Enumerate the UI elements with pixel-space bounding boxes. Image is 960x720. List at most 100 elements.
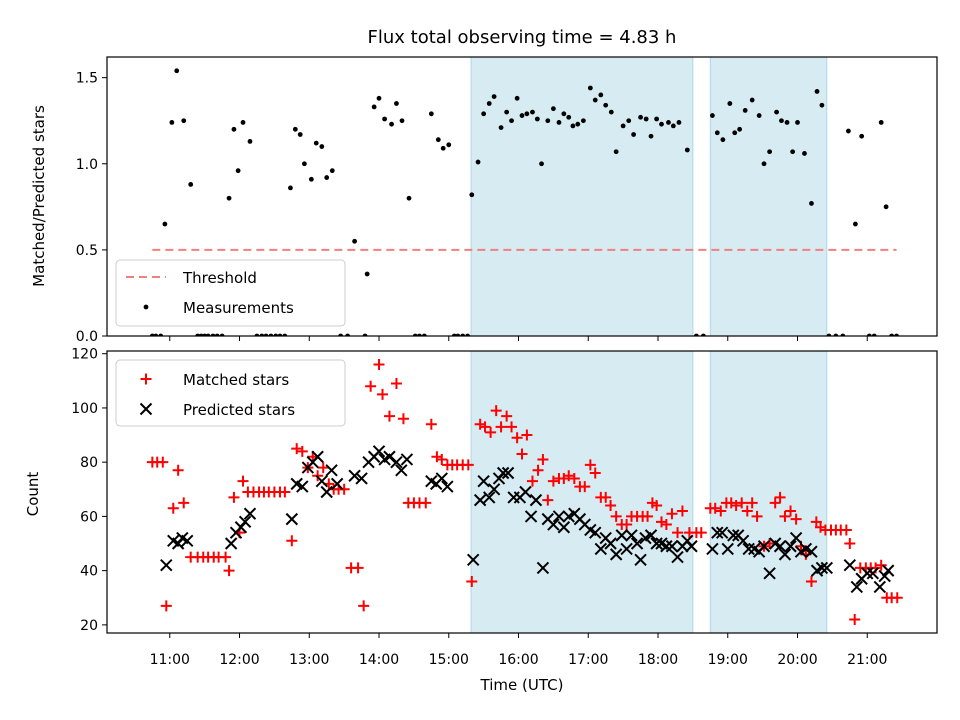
bottom-axes-frame [106, 350, 938, 634]
x-tick-label: 13:00 [289, 652, 329, 668]
top-y-axis-label: Matched/Predicted stars [30, 105, 48, 287]
matched-star-point [397, 413, 409, 425]
measurement-point [352, 238, 358, 244]
matched-star-point [532, 464, 544, 476]
x-tick-label: 16:00 [498, 652, 538, 668]
matched-star-point [511, 432, 523, 444]
measurement-point [587, 85, 593, 91]
predicted-star-point [355, 472, 368, 485]
legend-measurements-label: Measurements [183, 299, 294, 317]
matched-star-point [600, 491, 612, 503]
predicted-star-point [820, 561, 834, 575]
x-tick-label: 15:00 [429, 652, 469, 668]
measurement-point [714, 130, 720, 136]
measurement-point [648, 133, 654, 139]
bottom-observing-window-2 [709, 350, 828, 634]
top-y-tick-label: 0.5 [76, 243, 98, 259]
measurement-point [883, 204, 889, 210]
matched-star-point [420, 497, 432, 509]
matched-star-point [676, 505, 688, 517]
predicted-star-point [487, 483, 501, 496]
predicted-star-point [625, 529, 638, 542]
x-tick-label: 17:00 [568, 652, 608, 668]
predicted-star-point [325, 464, 338, 477]
bottom-y-axis-label: Count [24, 472, 42, 517]
measurement-point [592, 97, 598, 103]
matched-star-point [462, 459, 474, 471]
measurement-point [620, 123, 626, 129]
predicted-star-point [778, 548, 792, 561]
predicted-star-point [634, 553, 647, 566]
predicted-star-point [477, 474, 490, 488]
predicted-star-point [604, 537, 617, 550]
matched-star-point [709, 502, 721, 514]
matched-star-point [695, 527, 707, 539]
x-tick-label: 18:00 [638, 652, 678, 668]
matched-star-point [521, 429, 533, 441]
measurement-point [469, 192, 475, 198]
predicted-star-point [395, 464, 408, 477]
measurement-point [737, 126, 743, 132]
measurement-point [329, 168, 335, 174]
matched-star-point [563, 470, 575, 482]
predicted-star-point [773, 540, 787, 553]
predicted-star-point [721, 542, 734, 556]
matched-star-point [769, 497, 781, 509]
measurement-point [598, 92, 604, 98]
measurement-point [247, 138, 253, 144]
matched-star-point [805, 575, 817, 587]
measurement-point [580, 118, 586, 124]
measurement-point [364, 271, 370, 277]
measurement-point [809, 200, 814, 206]
measurement-point [504, 109, 510, 115]
measurement-point [814, 89, 820, 94]
predicted-star-point [390, 455, 403, 469]
measurement-point [556, 120, 562, 125]
predicted-star-point [466, 553, 480, 566]
predicted-star-point [850, 580, 863, 594]
measurement-point [550, 106, 556, 112]
predicted-star-point [757, 540, 771, 553]
measurement-point [389, 121, 394, 127]
matched-star-point [844, 538, 856, 550]
measurement-point [514, 95, 520, 101]
bottom-plot-area [146, 359, 903, 625]
measurement-point [324, 175, 330, 180]
matched-star-point [358, 600, 370, 612]
matched-star-point [779, 510, 791, 522]
bottom-legend: Matched stars Predicted stars [115, 359, 346, 427]
predicted-star-point [727, 529, 740, 542]
predicted-star-point [372, 445, 386, 458]
measurement-point [659, 121, 664, 127]
measurement-point [774, 109, 779, 115]
measurement-point [534, 116, 540, 122]
measurement-point [720, 137, 726, 143]
predicted-star-point [519, 485, 532, 499]
measurement-point [666, 120, 671, 125]
predicted-star-point [742, 542, 755, 556]
x-tick-label: 19:00 [708, 652, 748, 668]
measurement-point [519, 113, 525, 118]
matched-star-point [352, 562, 364, 574]
measurement-point [376, 95, 382, 101]
measurement-point [878, 120, 884, 125]
measurement-point [509, 118, 514, 124]
predicted-star-point [547, 518, 560, 531]
bottom-y-tick-label: 80 [80, 455, 98, 471]
predicted-star-point [330, 477, 344, 491]
predicted-star-point [866, 567, 880, 580]
matched-star-point [485, 426, 497, 438]
measurement-point [446, 142, 452, 148]
matched-star-point [490, 405, 502, 417]
predicted-star-point [861, 567, 874, 580]
matched-star-point [642, 510, 654, 522]
measurement-point [749, 97, 755, 103]
predicted-star-point [536, 561, 550, 575]
measurement-point [382, 116, 387, 122]
predicted-star-point [320, 485, 333, 499]
bottom-y-tick-label: 40 [80, 564, 98, 580]
predicted-star-point [843, 559, 857, 572]
predicted-star-point [620, 542, 633, 556]
measurement-point [486, 101, 492, 106]
